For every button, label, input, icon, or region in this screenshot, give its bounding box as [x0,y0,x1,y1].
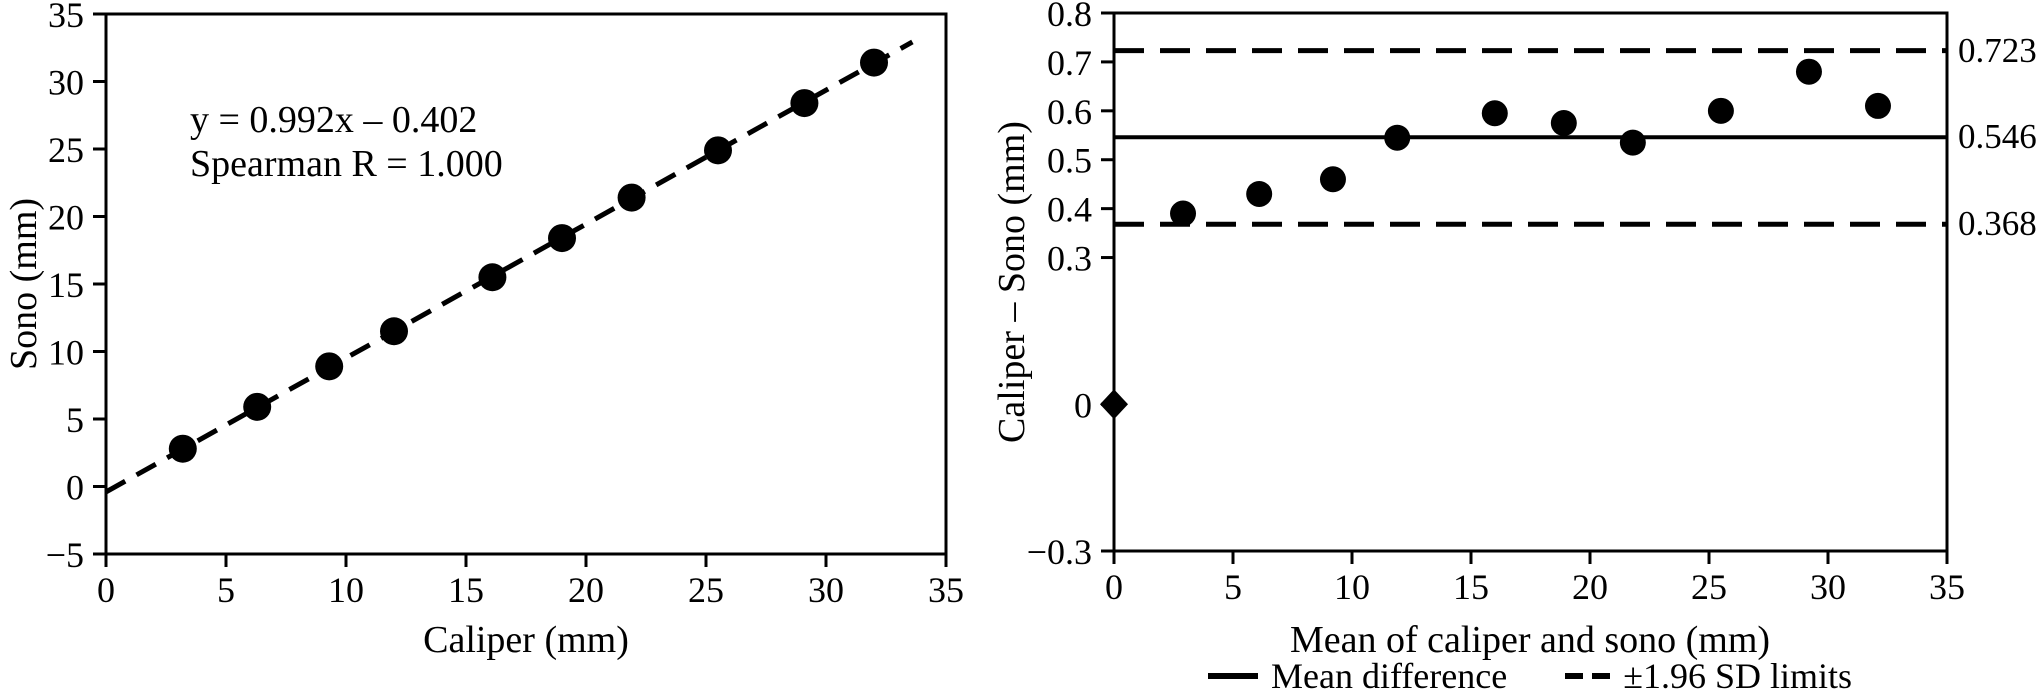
solid-line-swatch [1208,673,1258,679]
x-tick-label: 15 [448,570,484,610]
y-tick-label: 20 [48,198,84,238]
data-point [1384,124,1411,151]
upper-limit-value-label: 0.723 [1958,31,2036,70]
data-point [380,317,408,346]
right-yaxis-title: Caliper – Sono (mm) [991,121,1033,443]
legend: Mean difference ±1.96 SD limits [1208,655,1852,689]
x-tick-label: 25 [688,570,724,610]
legend-label-sd-limits: ±1.96 SD limits [1623,656,1852,689]
data-point [168,434,197,463]
data-point [704,136,732,165]
y-tick-label: 35 [48,0,84,35]
x-tick-label: 15 [1453,567,1489,607]
x-tick-label: 10 [1334,567,1370,607]
data-point [790,89,819,118]
data-point [617,183,646,212]
data-point [1246,180,1273,207]
right-xaxis-title: Mean of caliper and sono (mm) [1289,619,1771,661]
data-point [315,352,344,381]
y-tick-label: 0.4 [1047,190,1092,230]
y-tick-label: 0 [66,468,84,508]
dashed-line-swatch [1565,673,1611,679]
y-tick-label: 0.7 [1047,43,1092,83]
y-tick-label: 30 [48,63,84,103]
x-tick-label: 20 [568,570,604,610]
y-tick-label: 0.8 [1047,0,1092,34]
legend-item-sd-limits: ±1.96 SD limits [1565,655,1852,689]
y-tick-label: 0 [1074,385,1092,425]
data-point [1619,129,1646,156]
mean-difference-value-label: 0.546 [1958,117,2036,156]
legend-item-mean-difference: Mean difference [1208,655,1507,689]
data-point [1707,97,1734,124]
y-tick-label: 0.3 [1047,239,1092,279]
legend-label-mean-difference: Mean difference [1271,656,1508,689]
bland-altman-plot: 0 5 10 15 20 25 30 35 0.8 0.7 0.6 0.5 0.4 0.3 0 −0.3 [1027,0,1965,607]
regression-line [104,39,914,495]
data-point [1795,58,1822,85]
x-tick-label: 25 [1691,567,1727,607]
regression-equation: y = 0.992x – 0.402 [190,99,478,141]
x-tick-label: 10 [328,570,364,610]
x-tick-label: 0 [1105,567,1123,607]
x-tick-label: 30 [808,570,844,610]
y-tick-label: 0.6 [1047,92,1092,132]
y-tick-label: 10 [48,333,84,373]
data-point [478,263,507,292]
y-tick-label: 15 [48,265,84,305]
x-tick-label: 35 [1929,567,1965,607]
left-yaxis-title: Sono (mm) [3,197,45,371]
plot-border [1112,11,1949,553]
x-tick-label: 35 [928,570,964,610]
y-tick-label: 25 [48,130,84,170]
data-point [1481,100,1508,127]
data-point [1170,200,1197,227]
left-scatter-plot: 0 5 10 15 20 25 30 35 35 30 25 20 15 10 5 0 −5 [46,0,964,610]
lower-limit-value-label: 0.368 [1958,204,2036,243]
data-point [243,392,272,421]
left-xaxis-title: Caliper (mm) [423,619,629,661]
x-tick-label: 0 [97,570,115,610]
x-tick-label: 5 [1224,567,1242,607]
y-tick-label: 0.5 [1047,141,1092,181]
x-tick-label: 30 [1810,567,1846,607]
data-point [1864,92,1891,119]
y-tick-label: −5 [46,535,84,575]
x-tick-label: 5 [217,570,235,610]
x-tick-label: 20 [1572,567,1608,607]
y-tick-label: −0.3 [1027,532,1092,572]
spearman-r-value: Spearman R = 1.000 [190,143,503,185]
y-tick-label: 5 [66,400,84,440]
plot-border [104,12,948,556]
regression-annotation: y = 0.992x – 0.402 Spearman R = 1.000 [190,98,503,186]
data-point [548,224,576,253]
data-point [1550,110,1577,137]
data-point [1319,166,1346,193]
data-point [860,48,888,77]
